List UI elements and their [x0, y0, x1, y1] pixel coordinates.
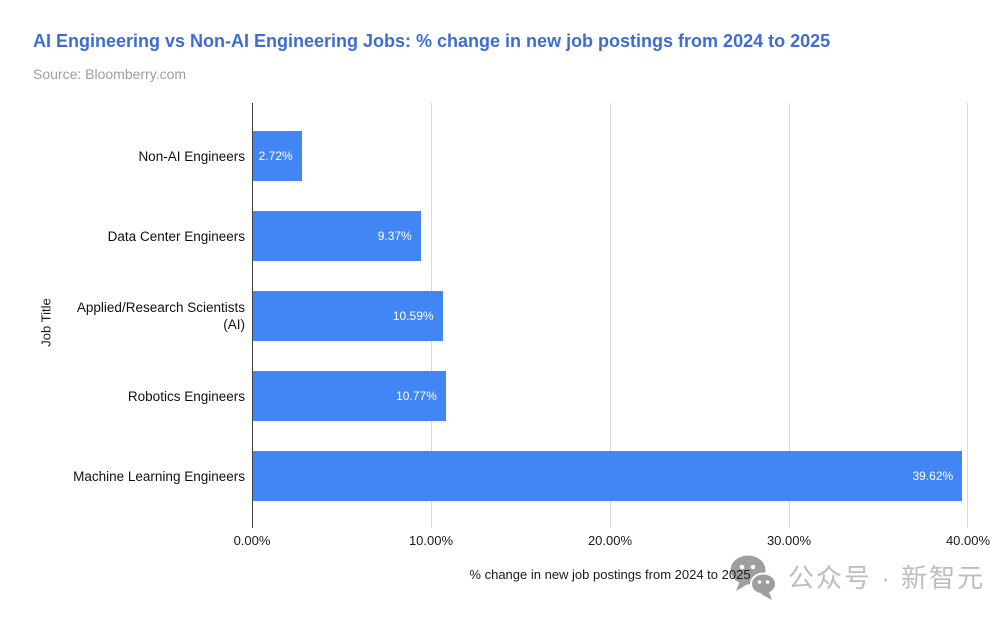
bar: 10.59%: [253, 291, 443, 341]
y-axis-line: [252, 103, 253, 528]
bar-value-label: 2.72%: [258, 149, 293, 163]
bars-region: Non-AI Engineers 2.72% Data Center Engin…: [0, 116, 968, 516]
bar-row: Applied/Research Scientists (AI) 10.59%: [0, 276, 968, 356]
wechat-icon: [730, 555, 777, 600]
bar-row: Data Center Engineers 9.37%: [0, 196, 968, 276]
x-tick-label: 20.00%: [587, 533, 633, 548]
bar: 9.37%: [253, 211, 421, 261]
bar-value-label: 9.37%: [377, 229, 412, 243]
x-tick-label: 0.00%: [233, 533, 271, 548]
x-tick-label: 30.00%: [766, 533, 812, 548]
category-label: Data Center Engineers: [107, 228, 245, 244]
gridline: [610, 103, 611, 528]
chart-source: Source: Bloomberry.com: [33, 66, 187, 82]
bar: 39.62%: [253, 451, 963, 501]
category-label: Non-AI Engineers: [138, 148, 245, 164]
x-tick-label: 10.00%: [408, 533, 454, 548]
bar-row: Machine Learning Engineers 39.62%: [0, 436, 968, 516]
x-axis-title: % change in new job postings from 2024 t…: [469, 567, 751, 582]
x-axis-ticks: 0.00% 10.00% 20.00% 30.00% 40.00%: [0, 533, 999, 549]
category-label: Robotics Engineers: [127, 388, 245, 404]
gridline: [789, 103, 790, 528]
bar-value-label: 10.77%: [396, 389, 437, 403]
bar-value-label: 10.59%: [392, 309, 434, 323]
gridline: [967, 103, 968, 528]
category-label: Applied/Research Scientists (AI): [76, 300, 245, 332]
bar: 2.72%: [253, 131, 302, 181]
watermark-text: 公众号 · 新智元: [788, 563, 986, 593]
bar-row: Non-AI Engineers 2.72%: [0, 116, 968, 196]
bar-row: Robotics Engineers 10.77%: [0, 356, 968, 436]
bar-value-label: 39.62%: [912, 469, 954, 483]
category-label: Machine Learning Engineers: [73, 468, 245, 484]
y-axis-title: Job Title: [38, 298, 54, 347]
x-tick-label: 40.00%: [945, 533, 991, 548]
bar: 10.77%: [253, 371, 446, 421]
watermark: 公众号 · 新智元: [727, 551, 985, 602]
chart-title: AI Engineering vs Non-AI Engineering Job…: [33, 31, 831, 51]
